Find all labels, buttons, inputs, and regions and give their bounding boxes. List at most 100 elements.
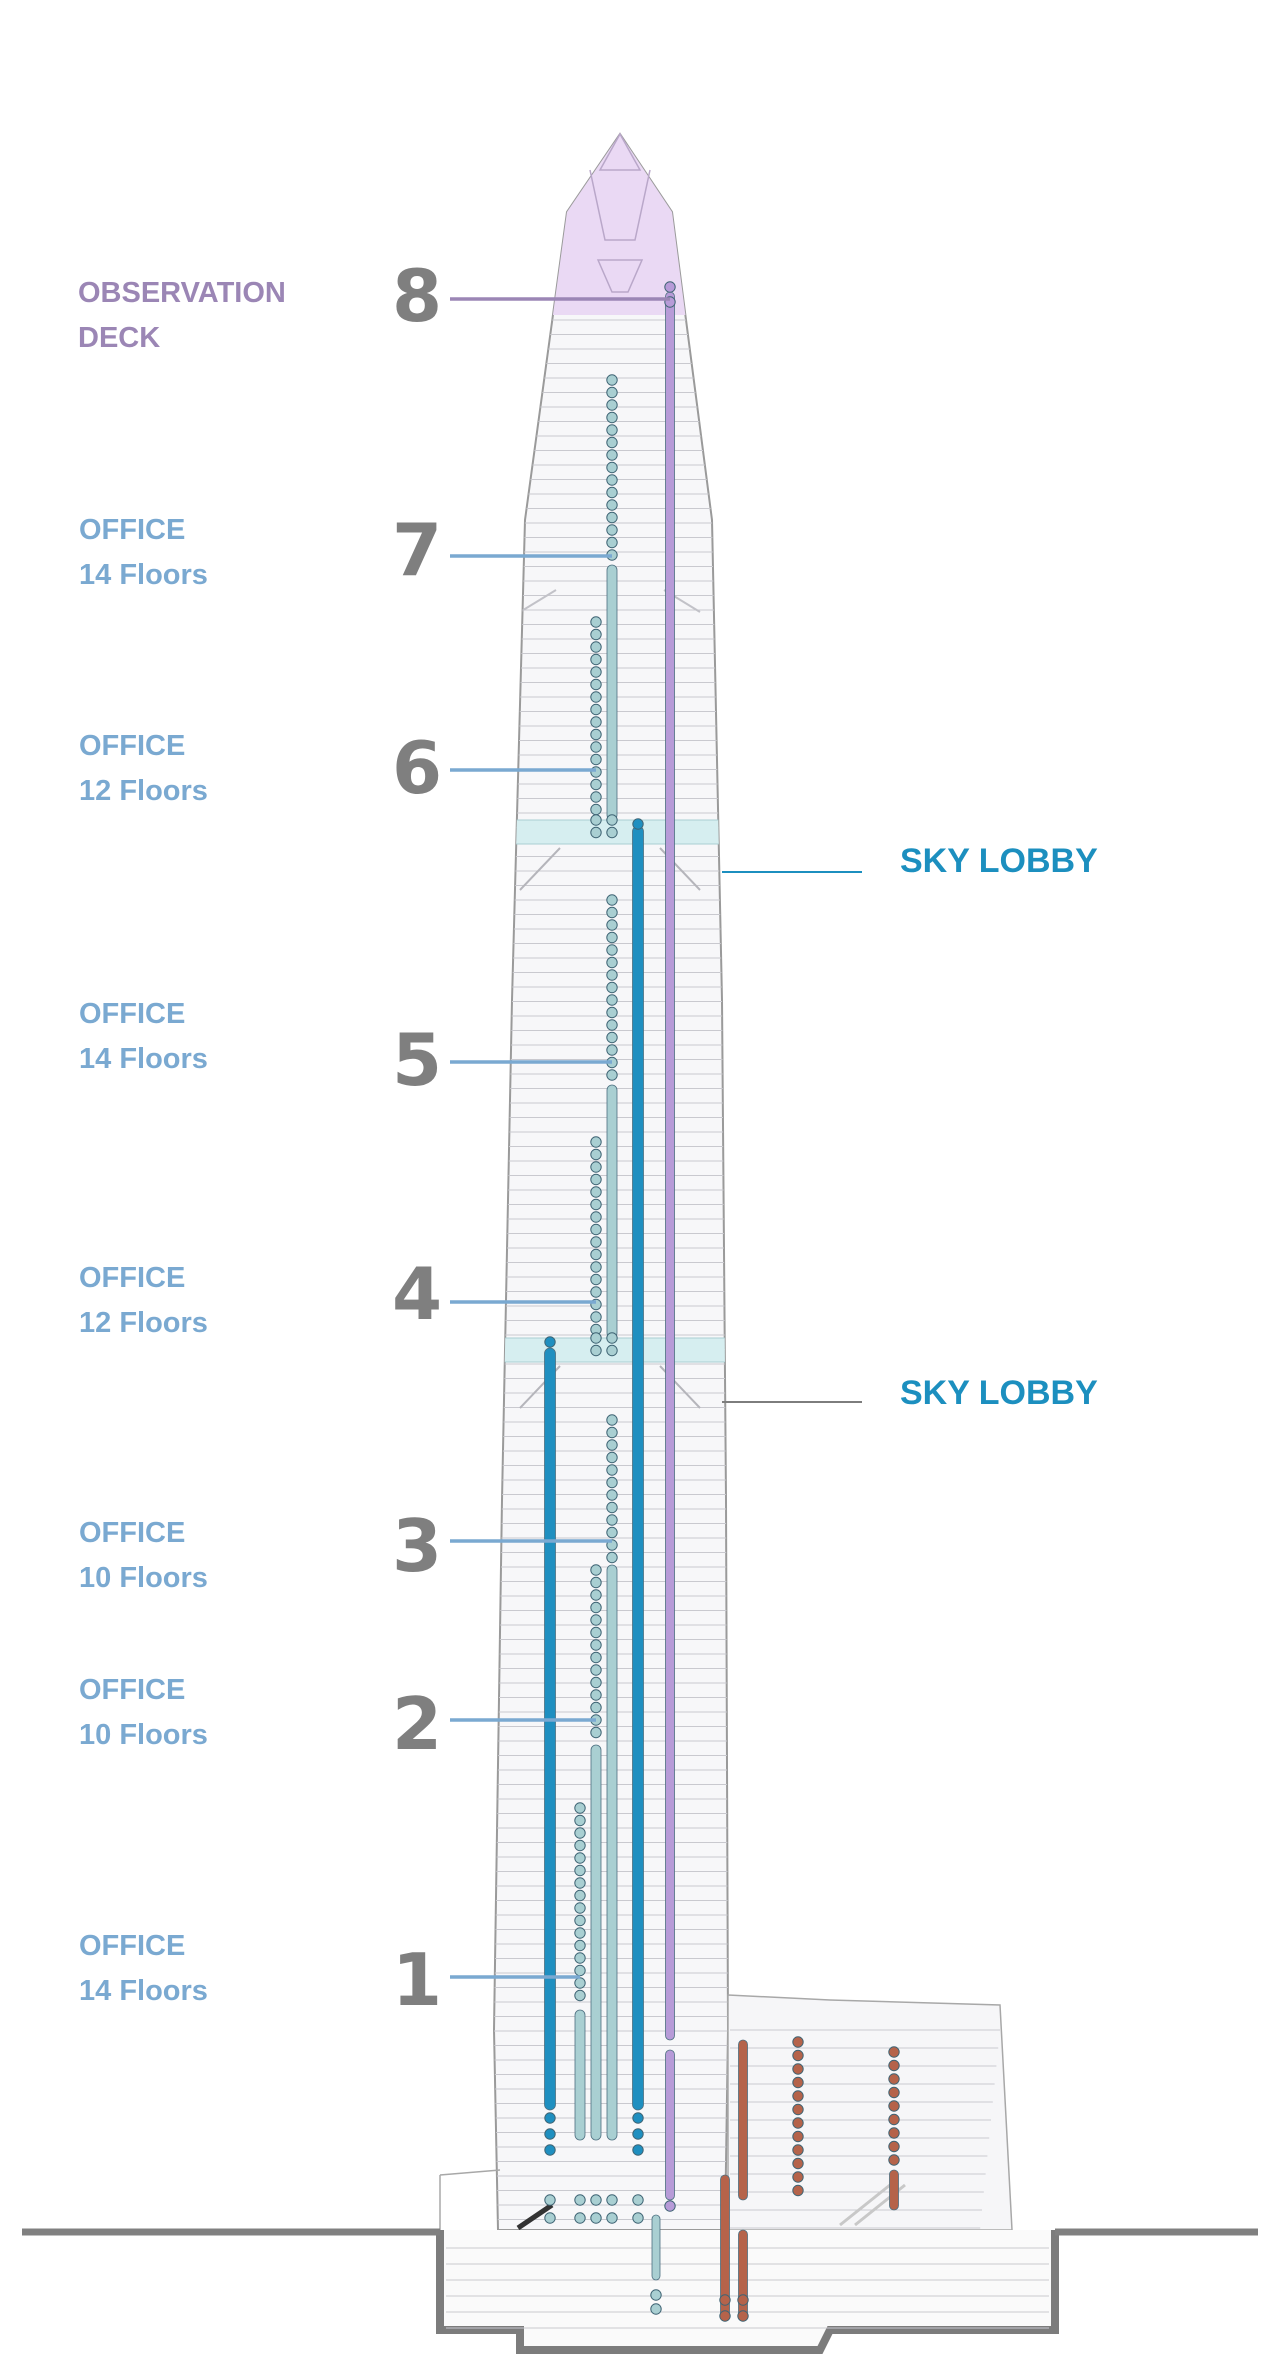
zone-label-7-line2: 14 Floors bbox=[79, 559, 208, 591]
zone-1-stop bbox=[574, 1864, 586, 1877]
zone-number-7: 7 bbox=[392, 508, 443, 592]
zone-1-stop bbox=[574, 1839, 586, 1852]
ground-lobby-stop bbox=[574, 2194, 586, 2206]
zone-label-1-line1: OFFICE bbox=[79, 1930, 186, 1962]
zone-1-stop bbox=[574, 1889, 586, 1902]
service-basement-stop bbox=[737, 2294, 749, 2306]
ground-lobby-stop bbox=[606, 2212, 618, 2224]
zone-2-stop bbox=[590, 1664, 602, 1676]
zone-6-stop bbox=[590, 691, 602, 703]
sky-lobby-stop-lower bbox=[590, 1332, 602, 1344]
zone-number-6: 6 bbox=[392, 726, 443, 810]
zone-2-stop bbox=[590, 1701, 602, 1714]
zone-label-5-line2: 14 Floors bbox=[79, 1043, 208, 1075]
zone-3-stop bbox=[606, 1526, 618, 1539]
entrance-stair bbox=[516, 2202, 554, 2231]
express-shuttle-upper-base bbox=[632, 2144, 644, 2156]
zone-label-7: OFFICE 14 Floors bbox=[79, 508, 208, 598]
zone-6-stop bbox=[590, 753, 602, 766]
zone-5-stop bbox=[606, 994, 618, 1006]
zone-label-4-line2: 12 Floors bbox=[79, 1307, 208, 1339]
zone-6-stop bbox=[590, 678, 602, 691]
express-shuttle-upper-base bbox=[632, 2128, 644, 2140]
service-car-e bbox=[889, 2169, 899, 2211]
zone-number-8: 8 bbox=[392, 254, 443, 338]
zone-number-1: 1 bbox=[392, 1938, 443, 2022]
service-stop-e bbox=[888, 2046, 900, 2058]
service-stop-d bbox=[792, 2063, 804, 2075]
zone-6-stop bbox=[590, 703, 602, 716]
zone-7-stop bbox=[606, 486, 618, 499]
zone-5-stop bbox=[606, 956, 618, 969]
service-stop-e bbox=[888, 2127, 900, 2139]
zone-1-stop bbox=[574, 1902, 586, 1914]
zone-label-1-line2: 14 Floors bbox=[79, 1975, 208, 2007]
zone-5-stop bbox=[606, 1006, 618, 1019]
service-stop-d bbox=[792, 2036, 804, 2048]
service-stop-d bbox=[792, 2090, 804, 2102]
zone-1-stop bbox=[574, 1927, 586, 1939]
zone-6-stop bbox=[590, 716, 602, 728]
zone-3-stop bbox=[606, 1551, 618, 1564]
zone-label-1: OFFICE 14 Floors bbox=[79, 1924, 208, 2014]
observation-shuttle-lower bbox=[665, 2049, 675, 2201]
zone-1-stop bbox=[574, 1989, 586, 2002]
ground-lobby-stop bbox=[544, 2212, 556, 2224]
zone-4-stop bbox=[590, 1273, 602, 1286]
zone-4-stop bbox=[590, 1136, 602, 1148]
zone-label-2-line1: OFFICE bbox=[79, 1674, 186, 1706]
zone-7-stop bbox=[606, 536, 618, 549]
zone-2-stop bbox=[590, 1576, 602, 1589]
zone-4-stop bbox=[590, 1161, 602, 1173]
zone-1-stop bbox=[574, 1877, 586, 1889]
service-stop-d bbox=[792, 2171, 804, 2183]
zone-4-stop bbox=[590, 1186, 602, 1198]
express-shuttle-upper-base bbox=[632, 2112, 644, 2124]
zone-6-stop bbox=[590, 791, 602, 803]
ground-lobby-stop bbox=[632, 2194, 644, 2206]
ground-lobby-stop bbox=[606, 2194, 618, 2206]
zone-label-2-line2: 10 Floors bbox=[79, 1719, 208, 1751]
zone-7-car bbox=[606, 564, 618, 821]
zone-4-stop bbox=[590, 1211, 602, 1223]
zone-5-stop bbox=[606, 1019, 618, 1031]
zone-4-stop bbox=[590, 1173, 602, 1186]
basement-stop bbox=[650, 2303, 662, 2315]
basement-shuttle bbox=[651, 2214, 661, 2281]
zone-5-stop bbox=[606, 919, 618, 931]
zone-3-stop bbox=[606, 1489, 618, 1501]
zone-3-stop bbox=[606, 1501, 618, 1514]
zone-6-stop bbox=[590, 728, 602, 741]
sky-lobby-stop-lower bbox=[606, 1344, 618, 1357]
zone-7-stop bbox=[606, 524, 618, 536]
service-stop-e bbox=[888, 2154, 900, 2166]
zone-3-stop bbox=[606, 1451, 618, 1464]
ground-lobby-stop bbox=[574, 2212, 586, 2224]
zone-1-car bbox=[574, 2009, 586, 2141]
zone-leader-lines bbox=[450, 297, 670, 1979]
zone-5-stop bbox=[606, 1031, 618, 1044]
zone-1-stop bbox=[574, 1802, 586, 1814]
zone-5-stop bbox=[606, 1069, 618, 1081]
zone-6-stop bbox=[590, 803, 602, 816]
sky-lobby-stop-upper bbox=[590, 826, 602, 839]
zone-6-stop bbox=[590, 666, 602, 678]
ground-lobby-stop bbox=[590, 2194, 602, 2206]
zone-5-stop bbox=[606, 969, 618, 981]
zone-4-stop bbox=[590, 1248, 602, 1261]
sky-lobby-label-lower: SKY LOBBY bbox=[900, 1374, 1098, 1412]
zone-2-stop bbox=[590, 1589, 602, 1601]
zone-6-stop bbox=[590, 628, 602, 641]
zone-number-3: 3 bbox=[392, 1504, 443, 1588]
zone-2-stop bbox=[590, 1564, 602, 1576]
sky-lobby-stop-upper bbox=[606, 814, 618, 826]
sky-lobby-stop-upper bbox=[606, 826, 618, 839]
ground-lobby-stop bbox=[544, 2194, 556, 2206]
zone-7-stop bbox=[606, 436, 618, 449]
zone-2-stop bbox=[590, 1651, 602, 1664]
zone-7-stop bbox=[606, 399, 618, 411]
ground-lobby-stop bbox=[632, 2212, 644, 2224]
zone-6-stop bbox=[590, 616, 602, 628]
zone-label-6: OFFICE 12 Floors bbox=[79, 724, 208, 814]
